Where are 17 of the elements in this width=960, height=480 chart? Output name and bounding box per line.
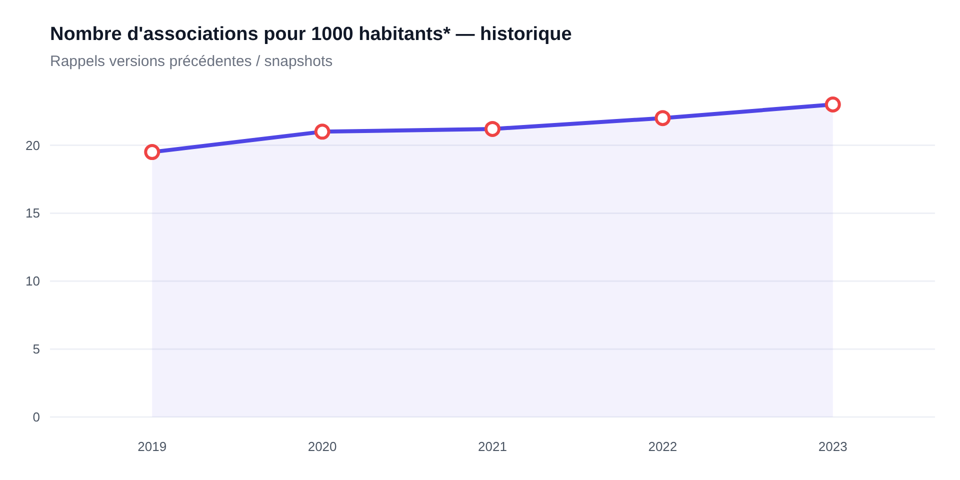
point	[314, 124, 330, 140]
point	[144, 144, 160, 160]
y-tick-label: 10	[26, 274, 40, 289]
chart-title: Nombre d'associations pour 1000 habitants* — historique	[50, 24, 572, 45]
chart-subtitle: Rappels versions précédentes / snapshots	[50, 53, 333, 70]
y-tick-label: 0	[32, 410, 40, 425]
x-tick-label: 2020	[308, 439, 337, 454]
y-tick-label: 15	[26, 206, 40, 221]
point	[654, 110, 671, 126]
y-tick-label: 5	[32, 342, 40, 357]
point	[484, 120, 500, 137]
x-tick-label: 2023	[818, 439, 848, 454]
y-tick-label: 20	[26, 138, 40, 153]
point	[824, 96, 841, 112]
x-tick-label: 2019	[138, 439, 167, 454]
x-tick-label: 2021	[478, 439, 507, 454]
x-tick-label: 2022	[648, 439, 678, 454]
